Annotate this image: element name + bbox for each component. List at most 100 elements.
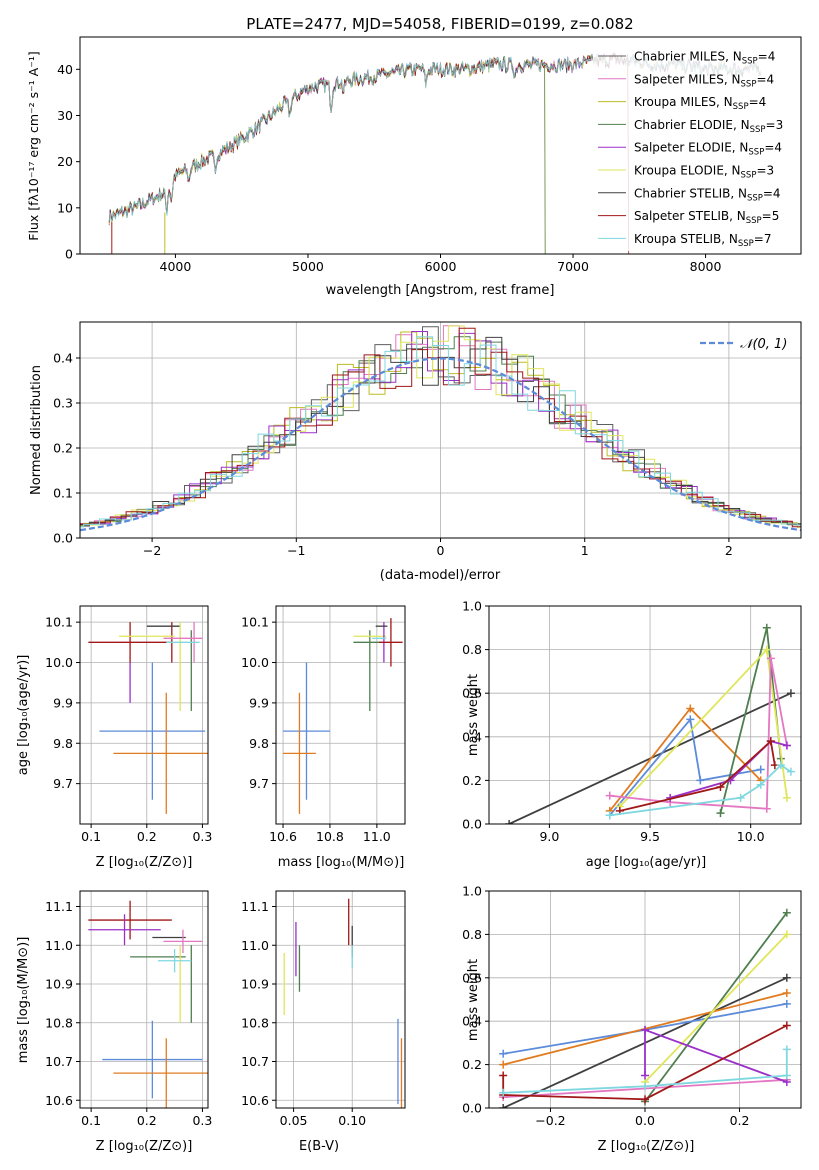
mw-age-xlabel: age [log₁₀(age/yr)] [586, 855, 707, 870]
x-tick-label: 10.0 [737, 829, 765, 844]
plot-area [505, 623, 795, 824]
y-tick-label: 11.1 [45, 899, 73, 914]
x-tick-label: 9.5 [640, 829, 660, 844]
x-tick-label: 0.2 [137, 829, 157, 844]
weight-marker [782, 930, 791, 939]
spectrum-ylabel: Flux [fλ10⁻¹⁷ erg cm⁻² s⁻¹ A⁻¹] [26, 51, 41, 240]
mass-vs-Z-panel: Z [log₁₀(Z/Z⊙)] mass [log₁₀(M/M⊙)] 0.1 0.… [16, 890, 212, 1154]
x-tick-label: 0.2 [137, 1113, 157, 1128]
y-tick-label: 0.0 [462, 1101, 482, 1116]
weight-marker [766, 737, 775, 746]
y-tick-label: 9.7 [249, 776, 269, 791]
weight-marker [716, 782, 725, 791]
x-tick-label: 0.10 [338, 1113, 366, 1128]
y-tick-label: 10 [57, 200, 73, 215]
y-tick-label: 0.0 [53, 531, 73, 546]
y-tick-label: 10.7 [241, 1054, 269, 1069]
y-tick-label: 0.2 [462, 1057, 482, 1072]
age-vs-mass-xlabel: mass [log₁₀(M/M⊙)] [278, 855, 405, 870]
legend-count: =5 [762, 209, 780, 223]
axes-frame [488, 605, 802, 825]
y-tick-label: 1.0 [462, 884, 482, 899]
y-tick-label: 0.4 [462, 729, 482, 744]
legend-count: =3 [766, 118, 784, 132]
axes-frame [79, 605, 209, 825]
y-tick-label: 0.4 [462, 1014, 482, 1029]
x-tick-label: 9.0 [539, 829, 559, 844]
legend-subscript: SSP [733, 102, 749, 112]
y-tick-label: 10.9 [45, 977, 73, 992]
spectrum-panel: wavelength [Angstrom, rest frame] Flux [… [26, 36, 802, 298]
weight-marker [686, 715, 695, 724]
legend-subscript: SSP [746, 216, 762, 226]
mass-vs-EBV-panel: E(B-V) 0.05 0.10 10.6 10.7 10.8 10.9 11.0 11.1 [241, 890, 406, 1154]
histogram-panel: (data-model)/error Normed distribution −… [29, 321, 802, 583]
weight-marker [762, 645, 771, 654]
legend-subscript: SSP [741, 79, 757, 89]
legend-label: Chabrier STELIB, NSSP=4 [634, 186, 781, 203]
weight-marker [762, 623, 771, 632]
histogram-legend-label: 𝒩(0, 1) [740, 337, 787, 352]
y-tick-label: 0.1 [53, 486, 73, 501]
legend-label: Chabrier ELODIE, NSSP=3 [634, 118, 783, 135]
age-vs-Z-xlabel: Z [log₁₀(Z/Z⊙)] [96, 855, 193, 870]
age-vs-Z-panel: Z [log₁₀(Z/Z⊙)] age [log₁₀(age/yr)] 0.1 0… [16, 605, 212, 870]
y-tick-label: 0.3 [53, 396, 73, 411]
x-tick-label: 2 [725, 543, 733, 558]
weight-line [644, 933, 788, 1083]
weight-marker [605, 811, 614, 820]
weight-marker [641, 1071, 649, 1080]
mw-age-ylabel: mass weight [466, 674, 481, 756]
y-tick-label: 0.4 [53, 351, 73, 366]
histogram-legend: 𝒩(0, 1) [700, 337, 787, 352]
mw-Z-xlabel: Z [log₁₀(Z/Z⊙)] [598, 1139, 695, 1154]
y-tick-label: 10.1 [45, 615, 73, 630]
weight-marker [605, 791, 614, 800]
axes-frame [79, 321, 802, 539]
legend-count: =7 [754, 232, 772, 246]
histogram-series [80, 336, 801, 528]
y-tick-label: 10.6 [45, 1093, 73, 1108]
y-tick-label: 9.7 [53, 776, 73, 791]
y-tick-label: 0.8 [462, 642, 482, 657]
weight-marker [782, 1071, 791, 1080]
mass-vs-Z-ylabel: mass [log₁₀(M/M⊙)] [16, 937, 31, 1064]
weight-marker [756, 765, 765, 774]
weight-marker [696, 776, 705, 785]
x-tick-label: 11.0 [363, 829, 391, 844]
y-tick-label: 0 [65, 247, 73, 262]
x-tick-label: −1 [287, 543, 305, 558]
weight-marker [641, 1095, 649, 1104]
weight-marker [776, 761, 785, 770]
y-tick-label: 1.0 [462, 599, 482, 614]
y-tick-label: 20 [57, 154, 73, 169]
weight-marker [505, 820, 514, 824]
x-tick-label: −0.2 [535, 1113, 565, 1128]
y-tick-label: 0.0 [462, 817, 482, 832]
legend-label: Kroupa ELODIE, NSSP=3 [634, 164, 774, 181]
y-tick-label: 0.2 [53, 441, 73, 456]
legend-count: =4 [764, 141, 782, 155]
axes-frame [79, 890, 209, 1109]
weight-marker [499, 1088, 508, 1097]
mass-vs-Z-xlabel: Z [log₁₀(Z/Z⊙)] [96, 1139, 193, 1154]
legend-subscript: SSP [738, 239, 754, 249]
legend-subscript: SSP [747, 193, 763, 203]
weight-marker [686, 704, 695, 713]
plot-area [499, 908, 791, 1108]
x-tick-label: 1 [581, 543, 589, 558]
x-tick-label: 0.1 [81, 1113, 101, 1128]
weight-marker [782, 1021, 791, 1030]
weight-marker [762, 804, 771, 813]
y-tick-label: 10.9 [241, 977, 269, 992]
y-tick-label: 10.1 [241, 615, 269, 630]
figure-title: PLATE=2477, MJD=54058, FIBERID=0199, z=0… [246, 15, 633, 33]
x-tick-label: 6000 [425, 259, 457, 274]
axes-frame [79, 36, 802, 255]
weight-line [669, 740, 788, 799]
legend-subscript: SSP [741, 171, 757, 181]
legend-count: =3 [756, 164, 774, 178]
y-tick-label: 0.2 [462, 773, 482, 788]
weight-line [502, 1024, 788, 1101]
age-vs-mass-panel: mass [log₁₀(M/M⊙)] 10.6 10.8 11.0 9.7 9.8 9.9… [241, 605, 406, 870]
